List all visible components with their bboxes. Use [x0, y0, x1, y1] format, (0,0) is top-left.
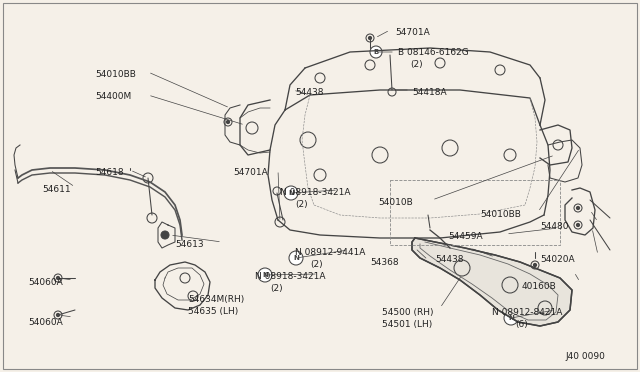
Text: 54611: 54611	[42, 185, 70, 194]
Text: N: N	[293, 255, 299, 261]
Circle shape	[369, 36, 372, 39]
Circle shape	[227, 121, 230, 124]
Text: N 08912-8421A: N 08912-8421A	[492, 308, 563, 317]
Text: 54060A: 54060A	[28, 278, 63, 287]
Text: 54418A: 54418A	[412, 88, 447, 97]
Text: (2): (2)	[295, 200, 308, 209]
Text: (2): (2)	[410, 60, 422, 69]
Text: 54010BB: 54010BB	[95, 70, 136, 79]
Circle shape	[258, 268, 272, 282]
Text: B 08146-6162G: B 08146-6162G	[398, 48, 468, 57]
Text: 54438: 54438	[435, 255, 463, 264]
Text: N 08918-3421A: N 08918-3421A	[255, 272, 326, 281]
Text: 54060A: 54060A	[28, 318, 63, 327]
Text: N 08918-3421A: N 08918-3421A	[280, 188, 351, 197]
Text: 54701A: 54701A	[395, 28, 429, 37]
Text: 54400M: 54400M	[95, 92, 131, 101]
Text: N: N	[508, 315, 514, 321]
Text: (2): (2)	[270, 284, 283, 293]
Text: 54020A: 54020A	[540, 255, 575, 264]
Circle shape	[504, 311, 518, 325]
Text: 54634M(RH): 54634M(RH)	[188, 295, 244, 304]
Circle shape	[577, 224, 580, 227]
Polygon shape	[412, 238, 572, 326]
Text: 54613: 54613	[175, 240, 204, 249]
Text: (2): (2)	[310, 260, 323, 269]
Text: 54480: 54480	[540, 222, 568, 231]
Text: 54500 (RH): 54500 (RH)	[382, 308, 433, 317]
Text: 54701A: 54701A	[233, 168, 268, 177]
Text: B: B	[373, 49, 379, 55]
Circle shape	[289, 251, 303, 265]
Circle shape	[56, 276, 60, 280]
Text: J40 0090: J40 0090	[565, 352, 605, 361]
Text: N: N	[262, 272, 268, 278]
Circle shape	[56, 313, 60, 317]
Text: 40160B: 40160B	[522, 282, 557, 291]
Text: (6): (6)	[515, 320, 528, 329]
Circle shape	[533, 263, 536, 267]
Text: 54501 (LH): 54501 (LH)	[382, 320, 432, 329]
Text: 54438: 54438	[295, 88, 323, 97]
Text: 54010BB: 54010BB	[480, 210, 521, 219]
Text: N: N	[288, 190, 294, 196]
Text: 54635 (LH): 54635 (LH)	[188, 307, 238, 316]
Circle shape	[161, 231, 169, 239]
Text: N 08912-9441A: N 08912-9441A	[295, 248, 365, 257]
Text: 54459A: 54459A	[448, 232, 483, 241]
Circle shape	[577, 206, 580, 209]
Circle shape	[284, 186, 298, 200]
Text: 54618: 54618	[95, 168, 124, 177]
Text: 54368: 54368	[370, 258, 399, 267]
Circle shape	[370, 46, 382, 58]
Text: 54010B: 54010B	[378, 198, 413, 207]
